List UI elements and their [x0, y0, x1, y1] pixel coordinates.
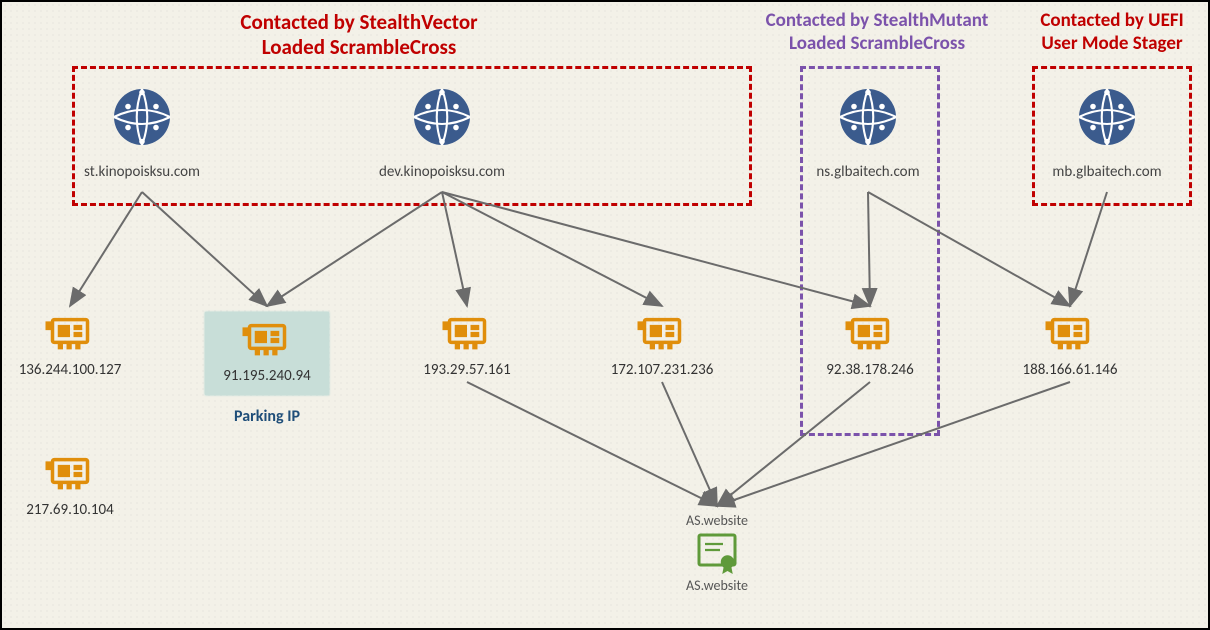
nic-icon: [439, 312, 495, 357]
certificate-icon: [693, 529, 741, 577]
ip-label: 92.38.178.246: [805, 361, 935, 379]
globe-icon: [107, 82, 177, 152]
header-uefi: Contacted by UEFI User Mode Stager: [1017, 10, 1207, 56]
nic-icon: [1042, 312, 1098, 357]
globe-icon: [833, 82, 903, 152]
ip-node-parking: 91.195.240.94 Parking IP: [202, 312, 332, 426]
ip-node: 217.69.10.104: [5, 452, 135, 519]
nic-icon: [42, 452, 98, 497]
globe-icon: [407, 82, 477, 152]
domain-node-dev-kinopoisksu: dev.kinopoisksu.com: [352, 82, 532, 181]
ip-node: 92.38.178.246: [805, 312, 935, 379]
header-stealthvector: Contacted by StealthVector Loaded Scramb…: [139, 10, 579, 60]
ip-node: 188.166.61.146: [1005, 312, 1135, 379]
domain-label: ns.glbaitech.com: [788, 163, 948, 181]
arrow: [467, 382, 717, 506]
ip-node: 193.29.57.161: [402, 312, 532, 379]
ip-label: 217.69.10.104: [5, 501, 135, 519]
ip-label: 136.244.100.127: [5, 361, 135, 379]
domain-node-mb-glbaitech: mb.glbaitech.com: [1027, 82, 1187, 181]
arrow: [70, 192, 142, 306]
arrow: [442, 192, 467, 306]
domain-label: dev.kinopoisksu.com: [352, 163, 532, 181]
ip-node: 136.244.100.127: [5, 312, 135, 379]
arrow: [1070, 192, 1107, 306]
ip-label: 193.29.57.161: [402, 361, 532, 379]
arrow: [142, 192, 267, 306]
globe-icon: [1072, 82, 1142, 152]
cert-node: AS.website AS.website: [657, 512, 777, 594]
ip-label: 188.166.61.146: [1005, 361, 1135, 379]
domain-node-ns-glbaitech: ns.glbaitech.com: [788, 82, 948, 181]
nic-icon: [842, 312, 898, 357]
nic-icon: [239, 318, 295, 363]
cert-label-top: AS.website: [657, 512, 777, 529]
parking-ip-label: Parking IP: [202, 407, 332, 426]
diagram-stage: Contacted by StealthVector Loaded Scramb…: [0, 0, 1210, 630]
ip-label: 172.107.231.236: [597, 361, 727, 379]
nic-icon: [634, 312, 690, 357]
arrow: [662, 382, 717, 506]
arrow: [267, 192, 442, 306]
ip-node: 172.107.231.236: [597, 312, 727, 379]
arrow: [442, 192, 662, 306]
domain-label: mb.glbaitech.com: [1027, 163, 1187, 181]
nic-icon: [42, 312, 98, 357]
ip-label: 91.195.240.94: [223, 367, 310, 385]
domain-node-st-kinopoisksu: st.kinopoisksu.com: [62, 82, 222, 181]
header-stealthmutant: Contacted by StealthMutant Loaded Scramb…: [737, 10, 1017, 56]
cert-label-bottom: AS.website: [657, 577, 777, 594]
domain-label: st.kinopoisksu.com: [62, 163, 222, 181]
